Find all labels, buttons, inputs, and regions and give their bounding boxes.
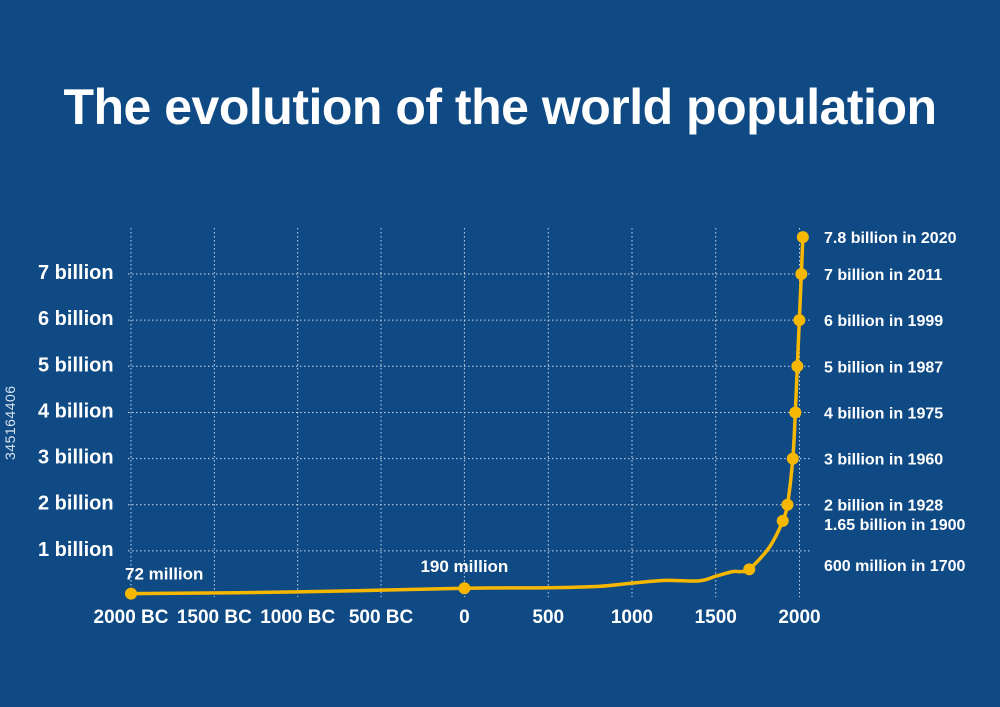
y-tick-label: 4 billion: [38, 400, 114, 422]
x-tick-label: 1000 BC: [260, 607, 335, 628]
chart-title: The evolution of the world population: [63, 79, 937, 135]
data-label: 3 billion in 1960: [824, 452, 943, 469]
data-label: 4 billion in 1975: [824, 405, 943, 422]
data-point: [796, 231, 809, 244]
data-label: 1.65 billion in 1900: [824, 517, 965, 534]
data-markers: [125, 231, 809, 600]
x-axis-ticks: 2000 BC 1500 BC 1000 BC 500 BC 0 500 1000 1500 2…: [94, 607, 821, 628]
data-label: 7 billion in 2011: [824, 267, 942, 284]
data-label: 72 million: [125, 565, 203, 584]
x-tick-label: 1000: [611, 607, 653, 628]
data-point: [789, 406, 802, 419]
x-tick-label: 1500 BC: [177, 607, 252, 628]
data-point: [786, 452, 799, 465]
data-point: [125, 587, 137, 600]
stock-id-label: 345164406: [2, 385, 18, 460]
y-tick-label: 2 billion: [38, 493, 114, 515]
data-point: [776, 514, 789, 527]
grid-lines: [128, 228, 810, 597]
data-label: 7.8 billion in 2020: [824, 230, 957, 247]
data-point: [793, 314, 806, 327]
data-labels: 72 million 190 million 600 million in 1700…: [125, 230, 966, 584]
x-tick-label: 0: [459, 607, 470, 628]
x-tick-label: 2000: [778, 607, 820, 628]
population-curve: [129, 235, 805, 596]
y-tick-label: 5 billion: [38, 354, 114, 376]
x-tick-label: 2000 BC: [94, 607, 169, 628]
data-point: [791, 360, 804, 373]
x-tick-label: 500: [532, 607, 564, 628]
data-label: 6 billion in 1999: [824, 313, 943, 330]
data-point: [795, 268, 808, 281]
y-tick-label: 1 billion: [38, 539, 114, 561]
data-point: [781, 498, 794, 511]
data-point: [743, 563, 756, 576]
x-tick-label: 1500: [695, 607, 737, 628]
y-axis-ticks: 1 billion 2 billion 3 billion 4 billion 5 bi…: [38, 262, 114, 561]
data-label: 190 million: [420, 557, 508, 576]
data-label: 5 billion in 1987: [824, 359, 943, 376]
data-point: [458, 582, 471, 595]
population-line: [129, 235, 805, 596]
y-tick-label: 6 billion: [38, 308, 114, 330]
x-tick-label: 500 BC: [349, 607, 414, 628]
data-label: 2 billion in 1928: [824, 498, 943, 515]
data-label: 600 million in 1700: [824, 558, 966, 575]
y-tick-label: 7 billion: [38, 262, 114, 284]
y-tick-label: 3 billion: [38, 447, 114, 469]
